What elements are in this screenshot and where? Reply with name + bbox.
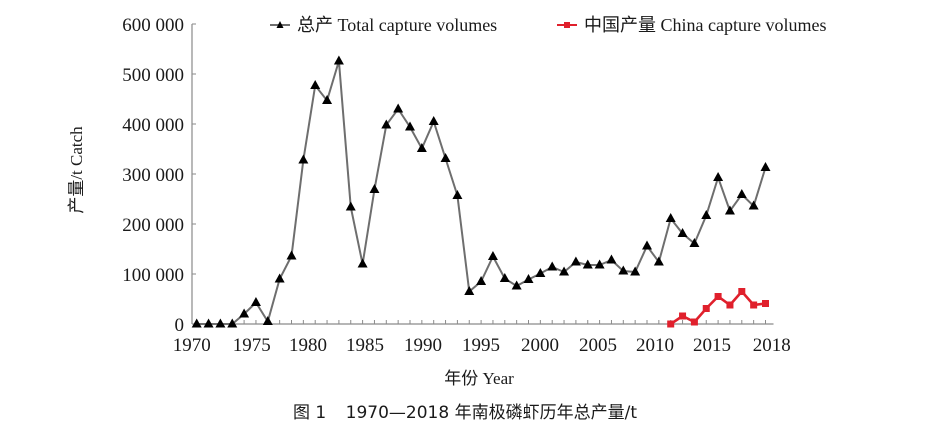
data-point-triangle (618, 265, 629, 275)
x-axis-title: 年份 Year (444, 369, 514, 388)
data-point-triangle (642, 240, 652, 250)
figure-caption-text: 1970—2018 年南极磷虾历年总产量/t (345, 403, 637, 423)
data-point-triangle (428, 116, 439, 125)
data-point-triangle (262, 316, 273, 325)
data-point-triangle (582, 259, 593, 269)
figure-caption: 图 1 1970—2018 年南极磷虾历年总产量/t (0, 398, 930, 423)
data-point-triangle (274, 273, 285, 283)
data-point-triangle (333, 55, 344, 65)
data-point-triangle (547, 261, 558, 271)
data-point-triangle (440, 153, 451, 162)
data-point-triangle (286, 250, 297, 260)
x-axis: 1970 1975 1980 1985 1990 1995 2000 2005 2010 2015… (173, 320, 791, 356)
y-tick-label: 200 000 (122, 215, 184, 236)
x-tick-label: 1990 (404, 335, 442, 356)
data-point-square (750, 301, 758, 309)
x-tick-label: 2015 (693, 335, 731, 356)
data-point-triangle (203, 318, 214, 328)
figure-number: 图 1 (293, 403, 327, 423)
x-tick-label: 1980 (289, 335, 327, 356)
data-point-triangle (250, 297, 261, 306)
x-tick-label: 1995 (462, 335, 500, 356)
plot-area (191, 55, 771, 328)
legend-label: 中国产量 China capture volumes (584, 15, 826, 35)
x-tick-label: 2018 (753, 335, 791, 356)
data-point-triangle (653, 256, 664, 266)
x-tick-label: 2000 (521, 335, 559, 356)
series-total-capture (191, 55, 771, 328)
data-point-triangle (606, 254, 617, 264)
data-point-triangle (298, 154, 309, 164)
data-point-triangle (310, 80, 321, 89)
series-china-capture (667, 288, 769, 328)
data-point-triangle (499, 273, 510, 282)
data-point-triangle (594, 259, 605, 269)
data-point-triangle (416, 143, 427, 152)
y-tick-label: 300 000 (122, 165, 184, 186)
data-point-triangle (322, 95, 333, 104)
data-point-square (762, 300, 769, 307)
data-point-triangle (227, 318, 238, 328)
data-point-triangle (393, 103, 404, 113)
data-point-triangle (357, 258, 368, 268)
data-point-triangle (215, 318, 226, 328)
x-tick-label: 1985 (346, 335, 384, 356)
data-point-square (702, 305, 710, 312)
data-point-triangle (369, 184, 380, 193)
y-tick-label: 100 000 (122, 265, 184, 286)
y-axis: 0 100 000 200 000 300 000 400 000 500 000 600 … (122, 15, 196, 336)
data-point-triangle (464, 286, 475, 295)
x-tick-label: 2005 (579, 335, 617, 356)
data-point-square (738, 288, 746, 295)
x-tick-label: 1975 (233, 335, 271, 356)
legend-triangle-icon (276, 21, 284, 28)
data-point-triangle (748, 200, 759, 210)
y-tick-label: 600 000 (122, 15, 184, 36)
data-point-triangle (476, 276, 487, 285)
data-point-triangle (677, 228, 688, 237)
legend-item-total: 总产 Total capture volumes (270, 15, 497, 35)
y-tick-label: 500 000 (122, 65, 184, 86)
data-point-triangle (736, 189, 747, 198)
y-axis-title: 产量/t Catch (67, 126, 86, 214)
data-point-triangle (760, 162, 771, 171)
x-tick-label: 2010 (636, 335, 674, 356)
data-point-square (714, 293, 722, 300)
data-point-triangle (535, 268, 546, 277)
data-point-triangle (559, 266, 570, 276)
data-point-triangle (345, 201, 356, 211)
y-tick-label: 0 (175, 315, 185, 336)
data-point-triangle (665, 213, 676, 222)
legend-label: 总产 Total capture volumes (297, 15, 497, 35)
y-tick-label: 400 000 (122, 115, 184, 136)
data-point-triangle (381, 119, 392, 129)
data-point-triangle (689, 238, 700, 247)
data-point-triangle (405, 121, 415, 131)
data-point-triangle (452, 190, 463, 199)
data-point-square (726, 301, 734, 309)
data-point-triangle (570, 256, 581, 266)
legend: 总产 Total capture volumes 中国产量 China captu… (270, 15, 826, 35)
x-tick-label: 1970 (173, 335, 211, 356)
data-point-triangle (701, 210, 712, 219)
data-point-square (667, 320, 675, 328)
data-point-square (690, 318, 698, 326)
data-point-triangle (487, 251, 498, 260)
data-point-triangle (511, 280, 522, 290)
data-point-triangle (191, 318, 202, 328)
data-point-triangle (523, 274, 534, 283)
data-point-triangle (713, 172, 724, 181)
data-point-triangle (239, 308, 250, 318)
legend-item-china: 中国产量 China capture volumes (557, 15, 826, 35)
data-point-triangle (630, 266, 641, 276)
legend-square-icon (564, 22, 570, 28)
data-point-square (679, 312, 687, 320)
data-point-triangle (724, 205, 735, 215)
